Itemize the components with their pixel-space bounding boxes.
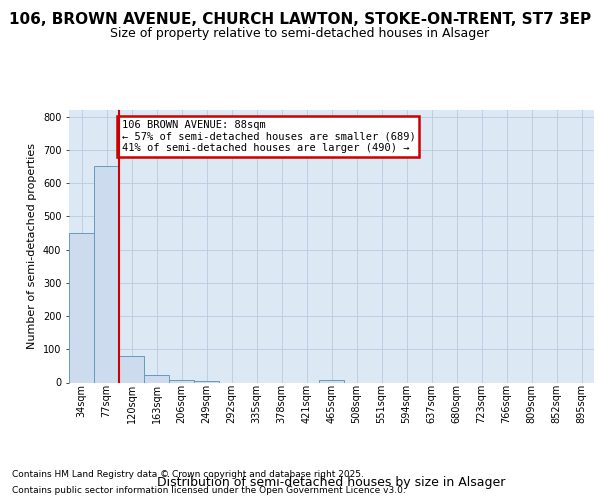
Text: Size of property relative to semi-detached houses in Alsager: Size of property relative to semi-detach… (110, 28, 490, 40)
X-axis label: Distribution of semi-detached houses by size in Alsager: Distribution of semi-detached houses by … (157, 476, 506, 489)
Text: 106, BROWN AVENUE, CHURCH LAWTON, STOKE-ON-TRENT, ST7 3EP: 106, BROWN AVENUE, CHURCH LAWTON, STOKE-… (9, 12, 591, 28)
Bar (169, 380, 194, 382)
Bar (69, 233, 94, 382)
Text: 106 BROWN AVENUE: 88sqm
← 57% of semi-detached houses are smaller (689)
41% of s: 106 BROWN AVENUE: 88sqm ← 57% of semi-de… (121, 120, 415, 153)
Bar (319, 380, 344, 382)
Bar (194, 381, 219, 382)
Text: Contains public sector information licensed under the Open Government Licence v3: Contains public sector information licen… (12, 486, 406, 495)
Bar (94, 166, 119, 382)
Text: Contains HM Land Registry data © Crown copyright and database right 2025.: Contains HM Land Registry data © Crown c… (12, 470, 364, 479)
Bar (144, 375, 169, 382)
Bar (119, 356, 144, 382)
Y-axis label: Number of semi-detached properties: Number of semi-detached properties (28, 143, 37, 349)
